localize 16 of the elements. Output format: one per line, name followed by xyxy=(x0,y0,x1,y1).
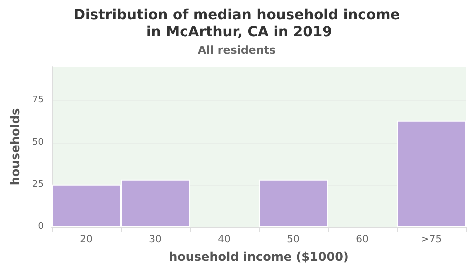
x-tick-label: 30 xyxy=(149,234,162,246)
x-tick-label: 40 xyxy=(218,234,231,246)
chart-title: Distribution of median household income in McArthur, CA in 2019 xyxy=(74,8,400,40)
bar xyxy=(397,120,466,227)
x-tick-label: 50 xyxy=(287,234,300,246)
chart-subtitle: All residents xyxy=(198,44,276,57)
x-tick-label: 60 xyxy=(356,234,369,246)
x-tick-label: >75 xyxy=(420,234,442,246)
y-tick-label: 50 xyxy=(32,138,44,148)
y-tick-label: 0 xyxy=(38,222,44,232)
y-tick-label: 25 xyxy=(32,180,44,190)
x-tick-label: 20 xyxy=(80,234,93,246)
x-axis-title: household income ($1000) xyxy=(169,250,349,264)
bar xyxy=(259,180,328,227)
y-tick-label: 75 xyxy=(32,96,44,106)
y-axis-title: households xyxy=(8,108,23,186)
